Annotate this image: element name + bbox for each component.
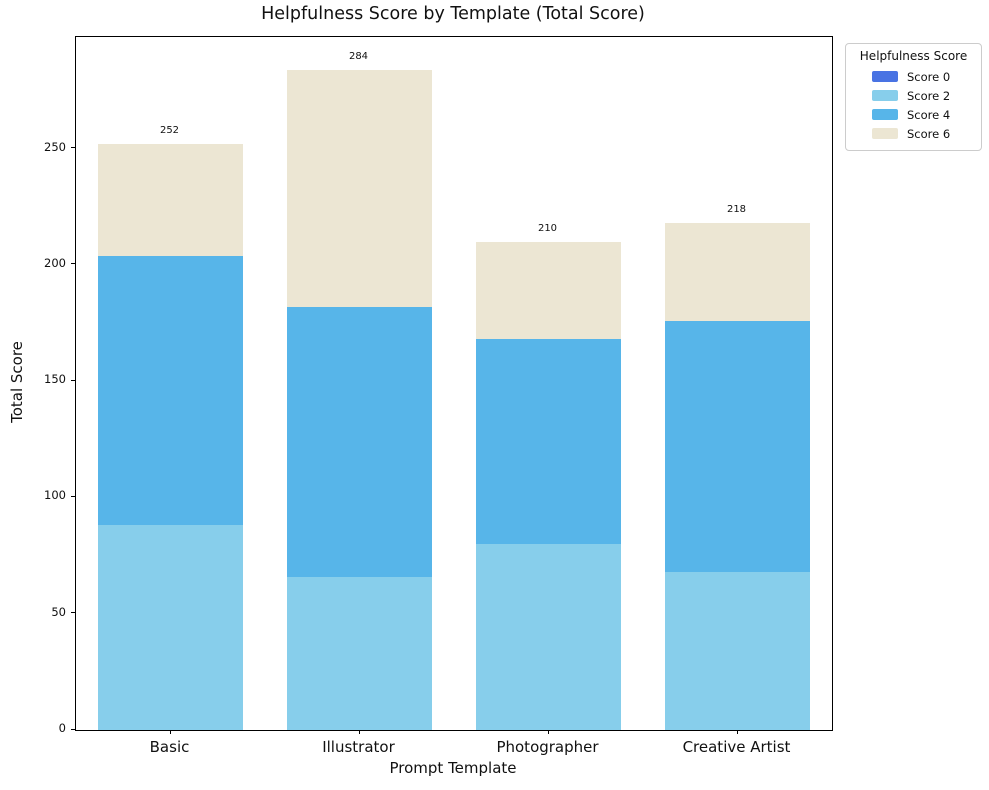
bar-segment-score-4 bbox=[98, 255, 243, 526]
bar-segment-score-6 bbox=[98, 144, 243, 256]
chart-title: Helpfulness Score by Template (Total Sco… bbox=[261, 4, 645, 24]
x-tick-mark bbox=[169, 730, 171, 734]
bar-segment-score-2 bbox=[476, 543, 621, 730]
bar-total-label: 218 bbox=[726, 204, 747, 216]
y-tick-label: 50 bbox=[51, 604, 66, 619]
bar-segment-score-4 bbox=[476, 339, 621, 544]
bar-total-label: 284 bbox=[348, 50, 369, 62]
bar-total-label: 210 bbox=[537, 222, 558, 234]
legend-item: Score 4 bbox=[850, 105, 977, 124]
legend-swatch-icon bbox=[872, 71, 898, 82]
bar-segment-score-6 bbox=[665, 223, 810, 321]
legend-title: Helpfulness Score bbox=[859, 49, 968, 63]
y-tick-mark bbox=[71, 612, 75, 614]
y-tick-label: 250 bbox=[44, 139, 66, 154]
bar-segment-score-4 bbox=[665, 320, 810, 572]
category-label: Illustrator bbox=[322, 738, 395, 756]
legend-swatch-icon bbox=[872, 128, 898, 139]
x-tick-mark bbox=[736, 730, 738, 734]
bar-segment-score-6 bbox=[476, 241, 621, 340]
bar bbox=[98, 144, 243, 730]
bar-total-label: 252 bbox=[159, 124, 180, 136]
legend-item: Score 6 bbox=[850, 124, 977, 143]
legend-items: Score 0 Score 2 Score 4 Score 6 bbox=[850, 67, 977, 143]
y-tick-label: 200 bbox=[44, 255, 66, 270]
x-axis-label: Prompt Template bbox=[389, 759, 517, 777]
category-label: Creative Artist bbox=[682, 738, 791, 756]
y-tick-label: 100 bbox=[44, 488, 66, 503]
legend-item-label: Score 2 bbox=[907, 88, 951, 103]
bar-segment-score-2 bbox=[98, 525, 243, 730]
legend-item-label: Score 6 bbox=[907, 126, 951, 141]
bar-segment-score-2 bbox=[665, 571, 810, 730]
bar-segment-score-4 bbox=[287, 306, 432, 577]
y-tick-mark bbox=[71, 495, 75, 497]
y-tick-mark bbox=[71, 147, 75, 149]
bar bbox=[476, 241, 621, 730]
y-tick-label: 150 bbox=[44, 372, 66, 387]
bar bbox=[665, 223, 810, 730]
legend-item-label: Score 4 bbox=[907, 107, 951, 122]
plot-area bbox=[75, 36, 833, 731]
bar bbox=[287, 69, 432, 730]
y-tick-mark bbox=[71, 728, 75, 730]
y-tick-mark bbox=[71, 379, 75, 381]
category-label: Basic bbox=[149, 738, 190, 756]
bar-segment-score-2 bbox=[287, 576, 432, 730]
legend-swatch-icon bbox=[872, 90, 898, 101]
y-axis-label: Total Score bbox=[8, 341, 26, 423]
legend-swatch-icon bbox=[872, 109, 898, 120]
legend-item: Score 2 bbox=[850, 86, 977, 105]
x-tick-mark bbox=[547, 730, 549, 734]
x-tick-mark bbox=[358, 730, 360, 734]
bar-segment-score-6 bbox=[287, 69, 432, 307]
y-tick-mark bbox=[71, 263, 75, 265]
y-tick-label: 0 bbox=[58, 721, 66, 735]
legend-item: Score 0 bbox=[850, 67, 977, 86]
category-label: Photographer bbox=[496, 738, 599, 756]
legend-item-label: Score 0 bbox=[907, 69, 951, 84]
